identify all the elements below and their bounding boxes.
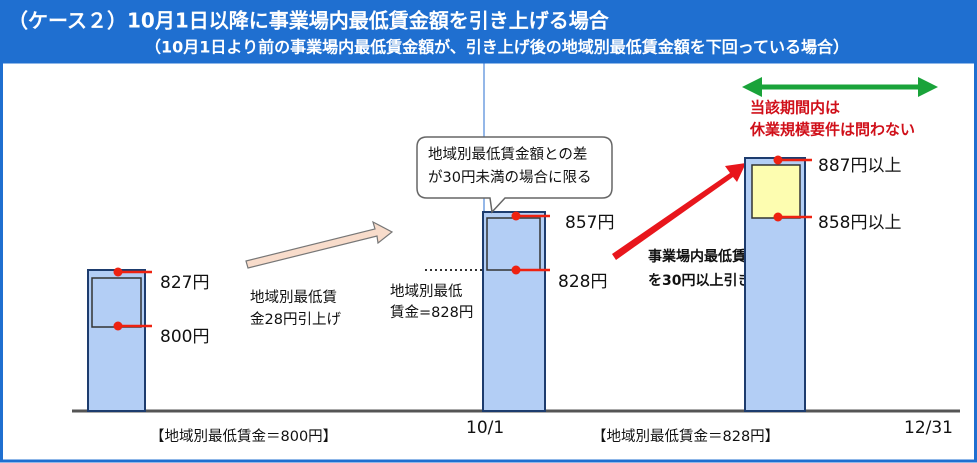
amount: 887円以上 [818,156,901,176]
marker [511,265,521,275]
subtitle: （10月1日より前の事業場内最低賃金額が、引き上げ後の地域別最低賃金額を下回って… [145,38,849,57]
marker [113,267,123,277]
new-min-note: 賃金=828円 [390,304,473,321]
callout-text: が30円未満の場合に限る [428,169,591,186]
axis-date: 10/1 [466,418,504,438]
new-min-note: 地域別最低 [390,283,463,300]
marker [773,212,783,222]
inner-box [751,164,801,219]
raise-arrow [245,220,394,269]
raise-note: 金28円引上げ [250,311,341,328]
title: （ケース２）10月1日以降に事業場内最低賃金額を引き上げる場合 [8,9,610,33]
header-bar [0,0,977,62]
axis-label: 【地域別最低賃金＝800円】 [150,428,337,445]
axis-date: 12/31 [904,418,953,438]
period-note: 休業規模要件は問わない [749,121,915,139]
column [482,211,546,412]
increase-note: 事業場内最低賃金額 [648,248,774,265]
amount: 857円 [565,213,614,233]
amount: 827円 [160,273,209,293]
marker [773,155,783,165]
marker [511,211,521,221]
column [87,269,146,412]
axis-label: 【地域別最低賃金＝828円】 [592,428,779,445]
amount: 858円以上 [818,213,901,233]
raise-note: 地域別最低賃 [250,289,337,306]
period-note: 当該期間内は [750,99,840,117]
frame [0,60,977,463]
increase-arrow [612,163,746,260]
amount: 828円 [558,272,607,292]
amount: 800円 [160,327,209,347]
callout [416,136,613,214]
callout-text: 地域別最低賃金額との差 [428,146,587,163]
marker [113,321,123,331]
